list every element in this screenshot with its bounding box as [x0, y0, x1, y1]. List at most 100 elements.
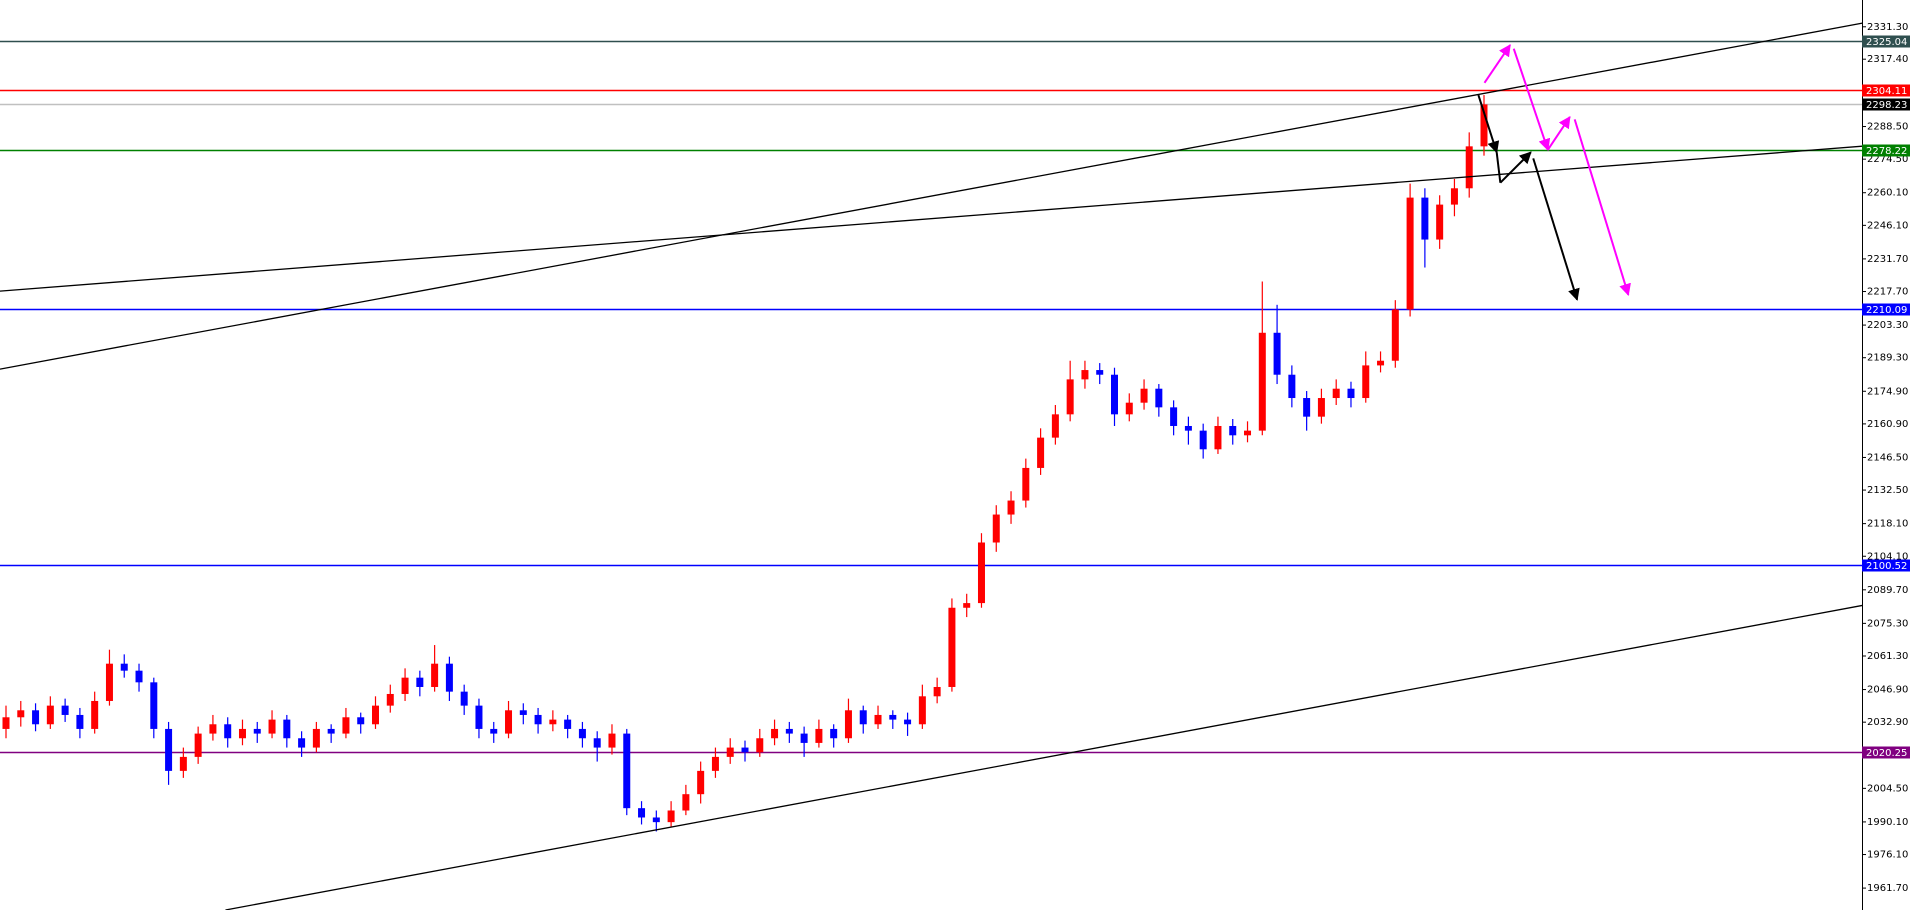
candle-body — [682, 794, 690, 811]
candle-body — [889, 714, 897, 720]
candle-body — [593, 738, 601, 748]
y-tick-label: 2260.10 — [1867, 188, 1908, 199]
arrow — [1514, 49, 1551, 152]
candle-body — [1229, 425, 1237, 436]
price-label-bg — [1862, 35, 1910, 48]
candle-body — [519, 710, 527, 715]
candle-body — [608, 733, 616, 748]
candle-body — [800, 733, 808, 743]
arrow — [1497, 152, 1501, 182]
candle-body — [948, 607, 956, 687]
arrow — [1500, 151, 1532, 182]
candle-body — [298, 738, 306, 748]
candle-body — [564, 719, 572, 729]
candle-body — [1125, 402, 1133, 415]
candle-body — [91, 700, 99, 729]
candle-body — [1081, 370, 1089, 380]
price-line-labels: 2325.04 2304.11 2298.23 2278.22 2210.09 2100.… — [1862, 35, 1910, 759]
price-label-bg — [1862, 559, 1910, 572]
candle-body — [1332, 388, 1340, 399]
candle-body — [2, 717, 10, 729]
price-label: 2298.23 — [1866, 100, 1907, 111]
candle-body — [534, 714, 542, 725]
y-tick-label: 1990.10 — [1867, 817, 1908, 828]
candle-body — [918, 696, 926, 725]
candle-body — [578, 728, 586, 739]
candle-body — [1317, 398, 1325, 417]
candle-body — [859, 710, 867, 725]
candle-body — [1170, 407, 1178, 426]
candle-body — [165, 728, 173, 771]
candle-body — [785, 728, 793, 734]
candle-body — [327, 728, 335, 734]
candle-body — [844, 710, 852, 739]
y-tick-label: 2032.90 — [1867, 717, 1908, 728]
y-tick-label: 2075.30 — [1867, 618, 1908, 629]
y-tick-label: 2061.30 — [1867, 651, 1908, 662]
candle-body — [135, 670, 143, 683]
candle-body — [372, 705, 379, 725]
candle-body — [667, 810, 675, 823]
candle-body — [697, 770, 705, 795]
y-tick-label: 2046.90 — [1867, 685, 1908, 696]
candle-body — [105, 663, 113, 701]
y-tick-label: 2288.50 — [1867, 122, 1908, 133]
candle-body — [1362, 365, 1370, 399]
candle-body — [1391, 309, 1399, 361]
candle-body — [904, 719, 912, 725]
candle-body — [1022, 467, 1030, 501]
candle-body — [150, 682, 158, 729]
trend-line — [225, 605, 1862, 910]
candle-body — [711, 756, 719, 771]
candle-body — [756, 738, 764, 753]
arrow — [1478, 95, 1500, 154]
candle-body — [475, 705, 483, 729]
y-tick-label: 2132.50 — [1867, 485, 1908, 496]
candle-body — [312, 728, 320, 748]
y-tick-label: 2317.40 — [1867, 54, 1908, 65]
y-tick-label: 2160.90 — [1867, 419, 1908, 430]
candle-body — [652, 817, 660, 823]
y-tick-label: 2004.50 — [1867, 783, 1908, 794]
price-lines — [0, 40, 1862, 754]
candle-body — [1347, 388, 1355, 399]
price-label-bg — [1862, 746, 1910, 759]
y-tick-label: 2246.10 — [1867, 220, 1908, 231]
price-label: 2304.11 — [1866, 86, 1907, 97]
candle-body — [386, 693, 394, 706]
candle-body — [623, 733, 631, 809]
candle-body — [1258, 332, 1266, 431]
price-label: 2100.52 — [1866, 561, 1907, 572]
price-label-bg — [1862, 98, 1910, 111]
candle-body — [431, 663, 439, 687]
candle-body — [224, 724, 232, 739]
candle-body — [490, 728, 498, 734]
candle-body — [460, 691, 468, 706]
trend-line — [0, 146, 1862, 291]
candle-body — [1436, 204, 1444, 240]
price-label: 2278.22 — [1866, 146, 1907, 157]
candle-body — [1111, 374, 1118, 415]
candle-body — [977, 542, 985, 604]
candle-body — [445, 663, 453, 692]
candle-body — [283, 719, 291, 739]
trend-line — [0, 23, 1862, 369]
candle-body — [268, 719, 276, 734]
y-tick-label: 2217.70 — [1867, 287, 1908, 298]
candle-body — [1066, 379, 1074, 415]
candle-body — [771, 728, 779, 739]
candle-body — [194, 733, 202, 757]
candle-body — [815, 728, 823, 743]
candle-body — [741, 747, 749, 753]
arrow — [1533, 158, 1581, 302]
candle-body — [416, 677, 424, 687]
candle-body — [1288, 374, 1296, 399]
price-label-bg — [1862, 303, 1910, 316]
candle-body — [963, 603, 971, 608]
candle-body — [1214, 425, 1222, 450]
candle-body — [46, 705, 54, 725]
price-label: 2020.25 — [1866, 748, 1907, 759]
candle-body — [76, 714, 84, 729]
candle-body — [1480, 104, 1488, 147]
